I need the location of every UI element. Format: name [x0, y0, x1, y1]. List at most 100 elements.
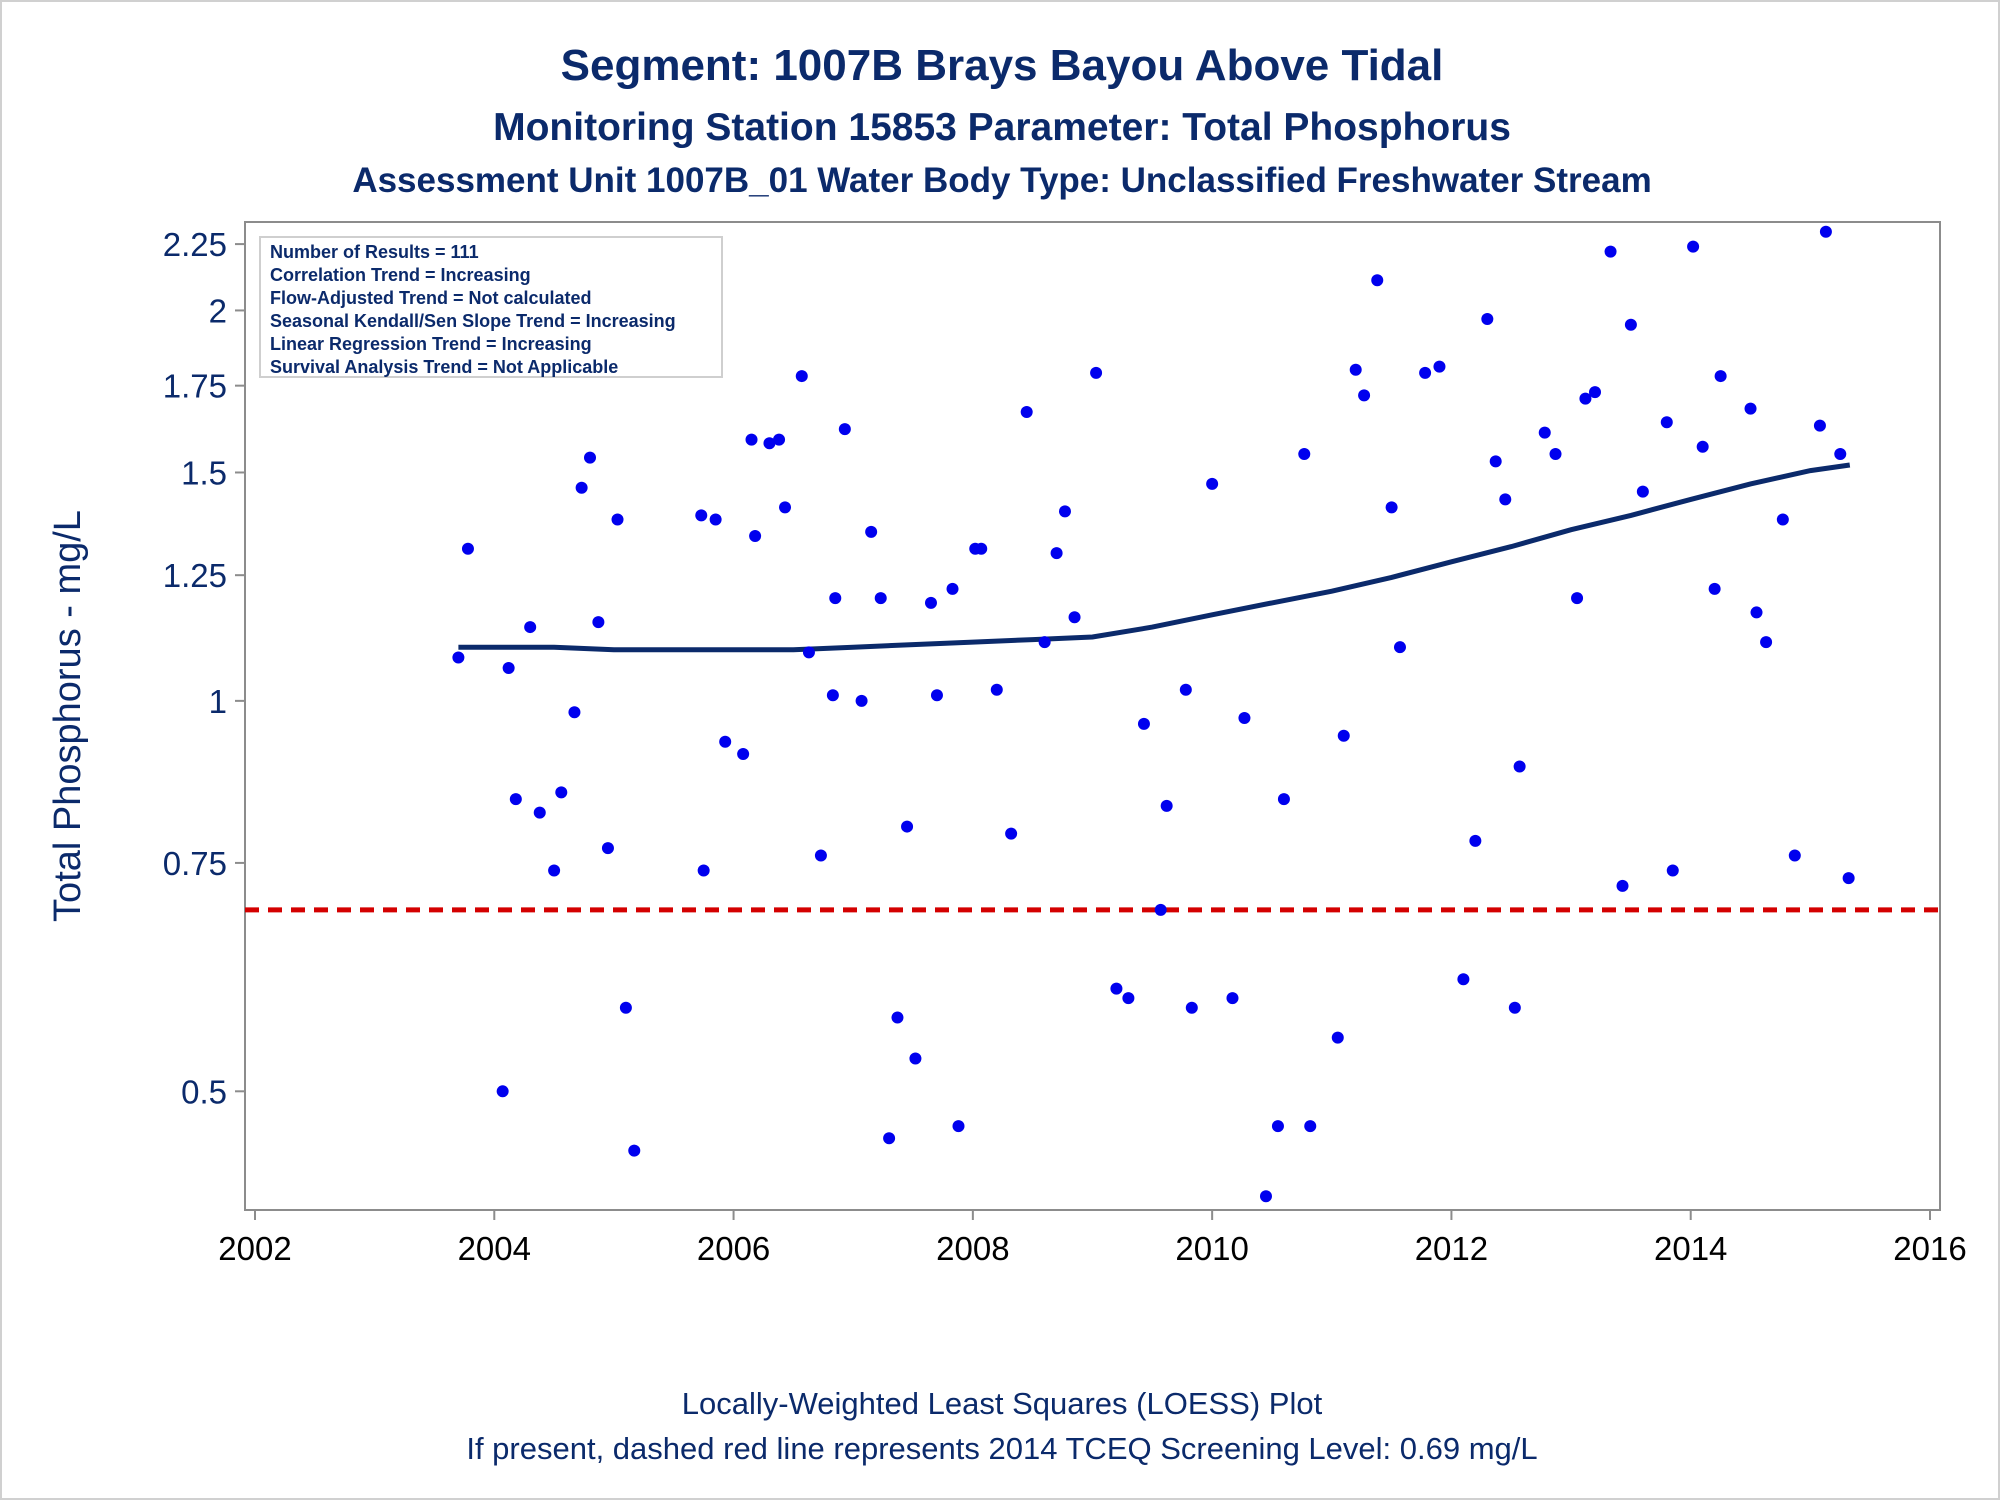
data-point [1469, 834, 1482, 847]
data-point [1068, 611, 1081, 624]
data-point [1538, 426, 1551, 439]
data-point [1331, 1031, 1344, 1044]
data-point [1760, 636, 1773, 649]
data-point [883, 1132, 896, 1145]
data-point [1385, 501, 1398, 514]
data-point [737, 747, 750, 760]
data-point [709, 513, 722, 526]
data-point [1571, 592, 1584, 605]
data-point [802, 646, 815, 659]
data-point [829, 592, 842, 605]
data-point [601, 842, 614, 855]
data-point [1616, 879, 1629, 892]
data-point [1358, 389, 1371, 402]
data-point [975, 542, 988, 555]
data-point [1457, 973, 1470, 986]
data-point [1776, 513, 1789, 526]
data-point [1433, 360, 1446, 373]
data-point [1579, 392, 1592, 405]
data-point [1337, 729, 1350, 742]
y-axis: 0.5 0.75 1 1.25 1.5 1.75 2 2.25 [163, 226, 245, 1110]
data-point [548, 864, 561, 877]
data-point [779, 501, 792, 514]
data-point [749, 530, 762, 543]
footnote-screening-level: If present, dashed red line represents 2… [466, 1431, 1537, 1466]
data-point [697, 864, 710, 877]
data-point [1259, 1190, 1272, 1203]
data-point [575, 481, 588, 494]
data-point [865, 525, 878, 538]
stat-correlation-trend: Correlation Trend = Increasing [270, 265, 531, 285]
data-point [826, 689, 839, 702]
plot-area [244, 221, 1941, 1211]
data-point [1304, 1120, 1317, 1133]
data-point [946, 582, 959, 595]
data-point [1834, 448, 1847, 461]
data-point [719, 735, 732, 748]
y-tick-label: 1 [209, 683, 227, 720]
stat-seasonal-kendall-trend: Seasonal Kendall/Sen Slope Trend = Incre… [270, 311, 676, 331]
data-point [695, 509, 708, 522]
y-tick-label: 1.75 [163, 368, 227, 405]
chart-subtitle-2: Assessment Unit 1007B_01 Water Body Type… [352, 161, 1651, 200]
x-tick-label: 2014 [1654, 1230, 1727, 1267]
data-point [1179, 683, 1192, 696]
data-point [1744, 402, 1757, 415]
data-point [1393, 641, 1406, 654]
data-point [568, 706, 581, 719]
stat-number-of-results: Number of Results = 111 [270, 242, 479, 262]
data-point [1696, 440, 1709, 453]
data-point [1050, 547, 1063, 560]
data-point [1137, 717, 1150, 730]
data-point [1788, 849, 1801, 862]
data-point [891, 1011, 904, 1024]
data-point [461, 542, 474, 555]
loess-trend-line [458, 462, 1851, 653]
data-point [1298, 448, 1311, 461]
data-point [1160, 799, 1173, 812]
data-point [1624, 318, 1637, 331]
data-point [1513, 760, 1526, 773]
data-point [1277, 793, 1290, 806]
data-point [745, 433, 758, 446]
data-point [1750, 606, 1763, 619]
x-tick-label: 2004 [458, 1230, 531, 1267]
stat-flow-adjusted-trend: Flow-Adjusted Trend = Not calculated [270, 288, 592, 308]
x-axis: 2002 2004 2006 2008 2010 2012 2014 2016 [218, 1210, 1967, 1267]
y-tick-label: 0.5 [181, 1073, 227, 1110]
data-point [1708, 582, 1721, 595]
stats-box: Number of Results = 111 Correlation Tren… [259, 236, 723, 378]
data-point [1666, 864, 1679, 877]
data-point [628, 1144, 641, 1157]
data-point [611, 513, 624, 526]
data-point [909, 1052, 922, 1065]
data-point [1271, 1120, 1284, 1133]
data-point [763, 437, 776, 450]
y-axis-label: Total Phosphorus - mg/L [47, 510, 89, 922]
data-point [584, 451, 596, 464]
data-point [1371, 274, 1384, 287]
x-tick-label: 2010 [1175, 1230, 1248, 1267]
data-point [795, 370, 808, 383]
data-point [1020, 406, 1033, 419]
data-point [1604, 245, 1617, 258]
data-point [1110, 982, 1123, 995]
stats-box-border [259, 236, 723, 378]
data-point [509, 793, 522, 806]
y-tick-label: 1.25 [163, 557, 227, 594]
data-point [452, 651, 465, 664]
data-point [924, 596, 937, 609]
data-point [930, 689, 943, 702]
data-point [773, 433, 786, 446]
data-point [814, 849, 827, 862]
chart-subtitle: Monitoring Station 15853 Parameter: Tota… [493, 106, 1511, 149]
data-point [1508, 1001, 1521, 1014]
data-point [1226, 992, 1239, 1005]
data-points [452, 225, 1855, 1203]
data-point [502, 662, 515, 675]
data-point [1636, 485, 1649, 498]
data-point [1489, 455, 1502, 468]
y-tick-label: 0.75 [163, 845, 227, 882]
